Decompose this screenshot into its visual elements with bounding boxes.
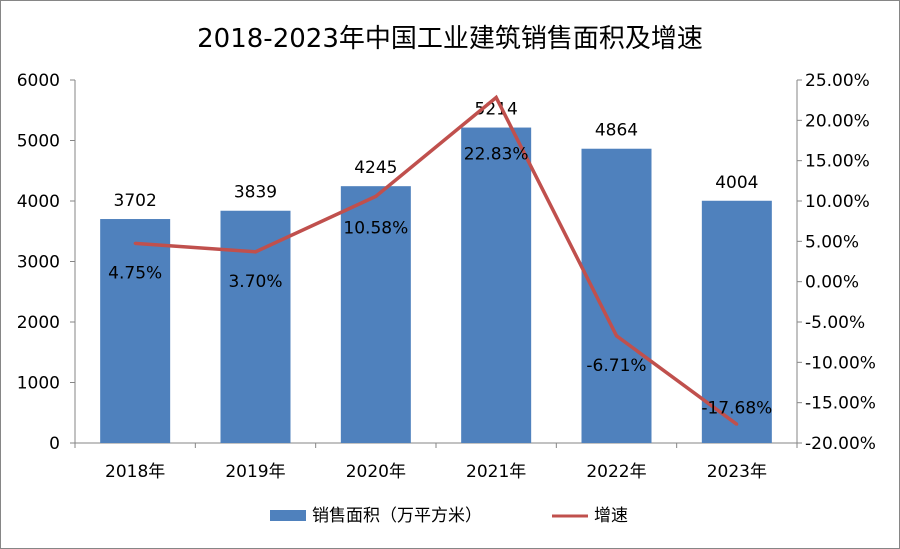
growth-data-label: -17.68% [701, 398, 772, 418]
bar [340, 186, 411, 444]
x-tick-label: 2023年 [707, 462, 767, 482]
left-tick-label: 6000 [17, 71, 60, 91]
right-tick-label: 15.00% [805, 152, 870, 172]
legend-label-line: 增速 [594, 506, 628, 526]
chart-title: 2018-2023年中国工业建筑销售面积及增速 [197, 24, 703, 54]
right-tick-label: -15.00% [805, 394, 876, 414]
right-tick-label: -5.00% [805, 313, 865, 333]
bar [220, 210, 291, 443]
bar-data-label: 3702 [114, 191, 157, 211]
growth-data-label: 22.83% [464, 145, 529, 165]
growth-point [133, 241, 137, 245]
left-tick-label: 3000 [17, 253, 60, 273]
bar-data-label: 4864 [595, 121, 638, 141]
growth-data-label: 10.58% [343, 218, 408, 238]
left-tick-label: 5000 [17, 132, 60, 152]
left-tick-label: 4000 [17, 192, 60, 212]
right-tick-label: 5.00% [805, 232, 859, 252]
left-tick-label: 1000 [17, 374, 60, 394]
x-tick-label: 2022年 [586, 462, 646, 482]
growth-point [615, 334, 618, 338]
bar-data-label: 3839 [234, 183, 277, 203]
bar [461, 127, 532, 443]
x-tick-label: 2020年 [346, 462, 406, 482]
growth-data-label: 3.70% [228, 272, 282, 292]
right-tick-label: 10.00% [805, 192, 870, 212]
right-tick-label: 20.00% [805, 111, 870, 131]
right-tick-label: -20.00% [805, 434, 876, 454]
growth-point [254, 250, 257, 254]
legend: 销售面积（万平方米） 增速 [270, 506, 628, 526]
x-tick-label: 2021年 [466, 462, 526, 482]
bar [100, 219, 171, 443]
legend-swatch-bar [270, 510, 306, 521]
x-tick-label: 2018年 [105, 462, 165, 482]
growth-point [374, 194, 378, 198]
x-tick-label: 2019年 [225, 462, 285, 482]
growth-line [135, 94, 738, 426]
bar [581, 148, 652, 443]
left-tick-label: 0 [49, 434, 60, 454]
right-tick-label: 25.00% [805, 71, 870, 91]
growth-point [494, 96, 498, 100]
left-tick-label: 2000 [17, 313, 60, 333]
bar [701, 200, 772, 443]
growth-data-label: -6.71% [586, 356, 646, 376]
growth-data-label: 4.75% [108, 263, 162, 283]
growth-point [735, 422, 739, 426]
bar-data-label: 4004 [715, 173, 758, 193]
right-tick-label: 0.00% [805, 273, 859, 293]
bar-data-label: 4245 [354, 158, 397, 178]
right-tick-label: -10.00% [805, 353, 876, 373]
legend-label-bar: 销售面积（万平方米） [312, 506, 482, 526]
